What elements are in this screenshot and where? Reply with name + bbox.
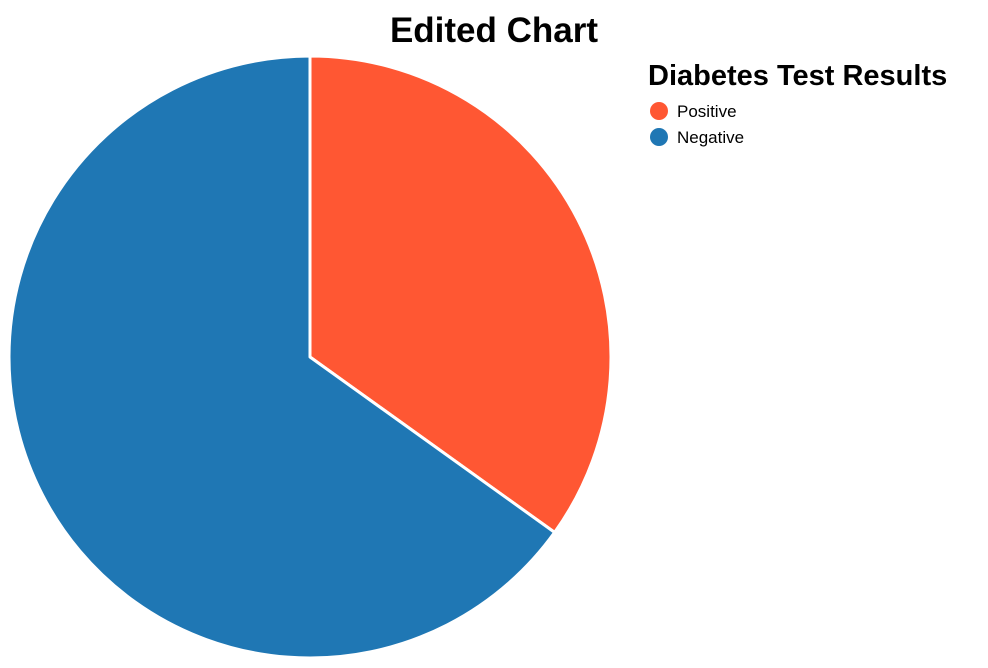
legend-label-positive: Positive (677, 102, 737, 121)
legend-item-positive: Positive (650, 102, 737, 121)
chart-title: Edited Chart (390, 11, 598, 50)
legend-title: Diabetes Test Results (648, 60, 947, 92)
pie-slices (7, 54, 613, 660)
pie-slice-positive (308, 54, 613, 534)
legend: Diabetes Test Results Positive Negative (648, 60, 947, 147)
legend-swatch-positive (650, 102, 668, 120)
legend-label-negative: Negative (677, 128, 744, 147)
legend-items: Positive Negative (650, 102, 744, 147)
legend-item-negative: Negative (650, 128, 744, 147)
legend-swatch-negative (650, 128, 668, 146)
pie-slice-negative (7, 54, 557, 660)
